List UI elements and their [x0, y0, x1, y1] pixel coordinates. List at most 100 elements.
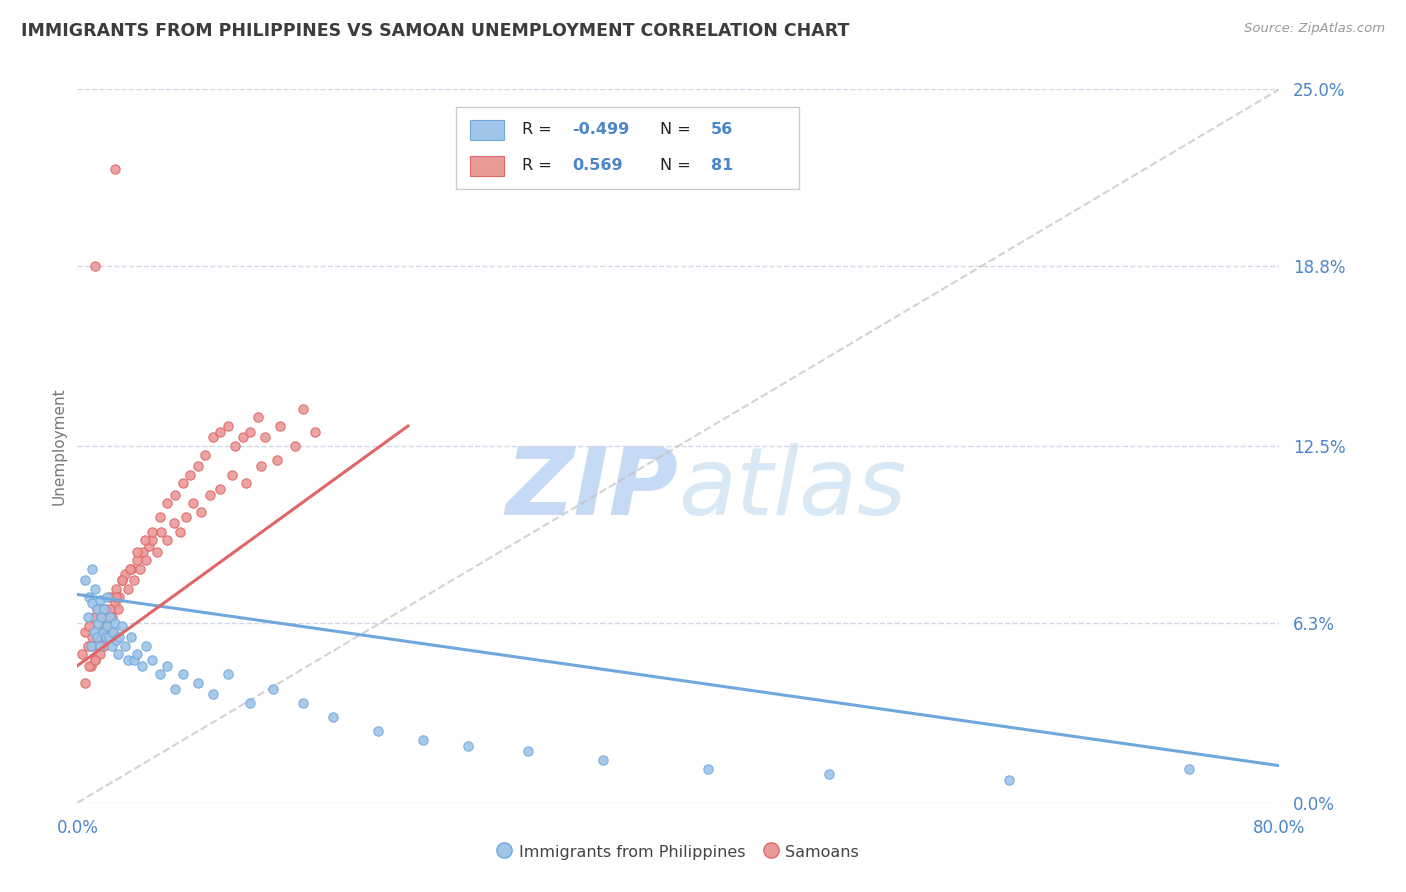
- Point: [83, 610, 105, 624]
- Point: [96, 619, 118, 633]
- Point: [89, 593, 111, 607]
- Point: [117, 582, 139, 596]
- Point: [221, 467, 243, 482]
- Point: [186, 458, 209, 473]
- Point: [127, 648, 149, 662]
- Point: [172, 476, 194, 491]
- Point: [84, 259, 107, 273]
- Point: [174, 510, 197, 524]
- Point: [108, 630, 131, 644]
- Point: [105, 582, 128, 596]
- Point: [186, 676, 209, 690]
- Text: Source: ZipAtlas.com: Source: ZipAtlas.com: [1244, 22, 1385, 36]
- Point: [107, 601, 129, 615]
- Point: [135, 553, 157, 567]
- Point: [104, 162, 127, 177]
- Point: [82, 639, 104, 653]
- Point: [93, 639, 115, 653]
- Point: [198, 487, 221, 501]
- Point: [90, 610, 112, 624]
- Point: [93, 619, 115, 633]
- Point: [101, 639, 124, 653]
- Point: [134, 533, 156, 548]
- FancyBboxPatch shape: [471, 155, 505, 176]
- Point: [86, 630, 108, 644]
- Point: [96, 591, 118, 605]
- Point: [412, 733, 434, 747]
- Y-axis label: Unemployment: Unemployment: [51, 387, 66, 505]
- Point: [82, 562, 104, 576]
- Point: [138, 539, 160, 553]
- Point: [162, 516, 184, 530]
- Point: [127, 544, 149, 558]
- Point: [135, 639, 157, 653]
- Point: [146, 544, 169, 558]
- Point: [94, 630, 117, 644]
- Point: [84, 653, 107, 667]
- Text: 56: 56: [711, 122, 733, 137]
- Point: [817, 767, 839, 781]
- Point: [100, 610, 122, 624]
- Point: [114, 639, 136, 653]
- Point: [217, 667, 239, 681]
- Point: [149, 510, 172, 524]
- Point: [73, 573, 96, 587]
- Point: [322, 710, 344, 724]
- Point: [232, 430, 254, 444]
- Point: [97, 630, 120, 644]
- Point: [266, 453, 288, 467]
- Point: [201, 687, 224, 701]
- Point: [89, 648, 111, 662]
- Point: [101, 610, 124, 624]
- Point: [87, 615, 110, 630]
- Point: [262, 681, 284, 696]
- Point: [84, 653, 107, 667]
- Point: [118, 562, 141, 576]
- Point: [156, 496, 179, 510]
- Text: 0.569: 0.569: [572, 158, 623, 173]
- Point: [117, 653, 139, 667]
- Point: [104, 596, 127, 610]
- Point: [114, 567, 136, 582]
- Text: R =: R =: [522, 122, 557, 137]
- Point: [104, 615, 127, 630]
- Point: [86, 601, 108, 615]
- Point: [235, 476, 257, 491]
- Point: [367, 724, 389, 739]
- Point: [209, 482, 232, 496]
- Point: [80, 639, 103, 653]
- Point: [249, 458, 271, 473]
- Point: [291, 401, 314, 416]
- Point: [90, 610, 112, 624]
- Point: [111, 573, 134, 587]
- FancyBboxPatch shape: [471, 120, 505, 140]
- Point: [697, 762, 720, 776]
- Point: [94, 601, 117, 615]
- Point: [269, 419, 291, 434]
- Text: N =: N =: [661, 158, 696, 173]
- Point: [291, 696, 314, 710]
- Point: [105, 591, 128, 605]
- Point: [111, 573, 134, 587]
- Point: [73, 624, 96, 639]
- Point: [998, 772, 1021, 787]
- Point: [141, 524, 163, 539]
- Point: [141, 533, 163, 548]
- Point: [190, 505, 212, 519]
- Point: [141, 653, 163, 667]
- Point: [132, 544, 155, 558]
- Point: [105, 633, 128, 648]
- Point: [93, 601, 115, 615]
- Point: [96, 619, 118, 633]
- Point: [120, 562, 142, 576]
- Point: [304, 425, 326, 439]
- Point: [100, 591, 122, 605]
- Point: [194, 448, 217, 462]
- Point: [79, 591, 101, 605]
- Point: [517, 744, 540, 758]
- Point: [172, 667, 194, 681]
- Point: [103, 624, 125, 639]
- Point: [97, 630, 120, 644]
- Point: [179, 467, 201, 482]
- Point: [239, 696, 262, 710]
